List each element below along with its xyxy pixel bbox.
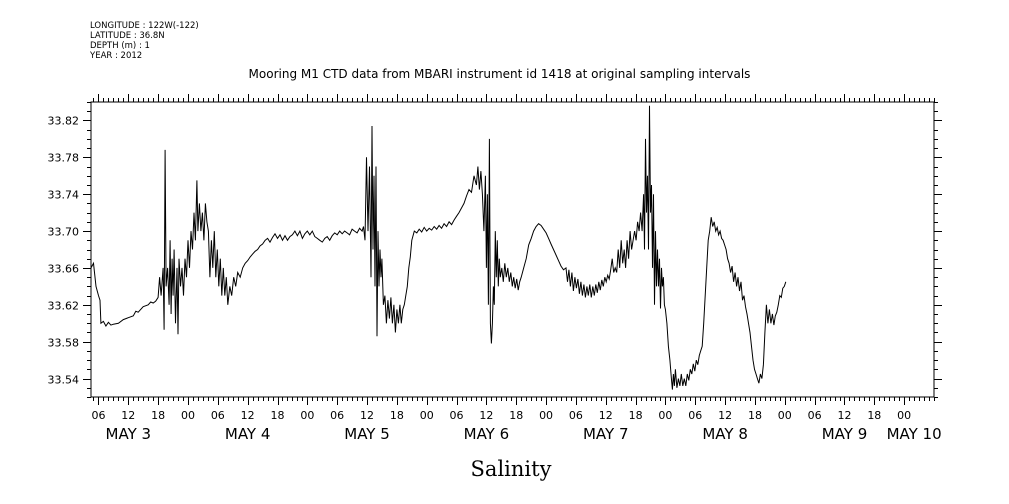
y-tick-label: 33.66 xyxy=(48,263,80,276)
x-tick-label: 12 xyxy=(360,409,374,422)
metadata-depth: DEPTH (m) : 1 xyxy=(90,41,150,51)
x-tick-label: 18 xyxy=(867,409,881,422)
metadata-longitude: LONGITUDE : 122W(-122) xyxy=(90,21,199,31)
x-tick-labels: 06 12 18 00 06 12 18 00 06 12 18 00 06 12 18 00 06 12 18 00… xyxy=(91,409,911,422)
x-tick-label: 18 xyxy=(390,409,404,422)
x-tick-label: 18 xyxy=(271,409,285,422)
y-tick-labels: 33.54 33.58 33.62 33.66 33.70 33.74 33.78 33.82 xyxy=(48,115,80,387)
x-day-label: MAY 8 xyxy=(702,425,748,443)
x-day-label: MAY 7 xyxy=(583,425,629,443)
x-tick-label: 18 xyxy=(748,409,762,422)
y-tick-label: 33.70 xyxy=(48,226,80,239)
x-day-label: MAY 5 xyxy=(344,425,390,443)
x-tick-label: 12 xyxy=(599,409,613,422)
y-tick-label: 33.82 xyxy=(48,115,80,128)
x-axis-label: Salinity xyxy=(471,457,552,481)
x-tick-label: 00 xyxy=(658,409,672,422)
x-tick-label: 06 xyxy=(211,409,225,422)
x-tick-label: 00 xyxy=(420,409,434,422)
y-tick-label: 33.58 xyxy=(48,337,80,350)
y-tick-label: 33.54 xyxy=(48,374,80,387)
x-tick-label: 06 xyxy=(569,409,583,422)
x-day-label: MAY 10 xyxy=(887,425,942,443)
axis-ticks xyxy=(83,94,942,405)
x-tick-label: 00 xyxy=(539,409,553,422)
y-tick-label: 33.74 xyxy=(48,189,80,202)
x-day-label: MAY 6 xyxy=(464,425,510,443)
y-tick-label: 33.62 xyxy=(48,300,80,313)
y-tick-label: 33.78 xyxy=(48,152,80,165)
x-tick-label: 06 xyxy=(330,409,344,422)
x-tick-label: 18 xyxy=(629,409,643,422)
x-tick-label: 06 xyxy=(91,409,105,422)
x-tick-label: 06 xyxy=(688,409,702,422)
plot-frame xyxy=(90,101,935,398)
x-day-label: MAY 3 xyxy=(106,425,152,443)
x-tick-label: 12 xyxy=(479,409,493,422)
x-tick-label: 06 xyxy=(808,409,822,422)
metadata-block: LONGITUDE : 122W(-122) LATITUDE : 36.8N … xyxy=(90,21,199,61)
x-tick-label: 18 xyxy=(509,409,523,422)
x-tick-label: 12 xyxy=(837,409,851,422)
metadata-year: YEAR : 2012 xyxy=(90,51,143,61)
metadata-latitude: LATITUDE : 36.8N xyxy=(90,31,165,41)
x-day-labels: MAY 3 MAY 4 MAY 5 MAY 6 MAY 7 MAY 8 MAY 9 MAY 1… xyxy=(106,425,942,443)
x-tick-label: 00 xyxy=(300,409,314,422)
chart-title: Mooring M1 CTD data from MBARI instrumen… xyxy=(248,67,751,81)
x-tick-label: 12 xyxy=(241,409,255,422)
x-tick-label: 00 xyxy=(897,409,911,422)
x-tick-label: 12 xyxy=(121,409,135,422)
x-day-label: MAY 9 xyxy=(822,425,868,443)
x-tick-label: 00 xyxy=(181,409,195,422)
x-tick-label: 18 xyxy=(151,409,165,422)
x-tick-label: 06 xyxy=(450,409,464,422)
x-tick-label: 12 xyxy=(718,409,732,422)
salinity-series-line xyxy=(90,105,787,390)
x-tick-label: 00 xyxy=(778,409,792,422)
x-day-label: MAY 4 xyxy=(225,425,271,443)
